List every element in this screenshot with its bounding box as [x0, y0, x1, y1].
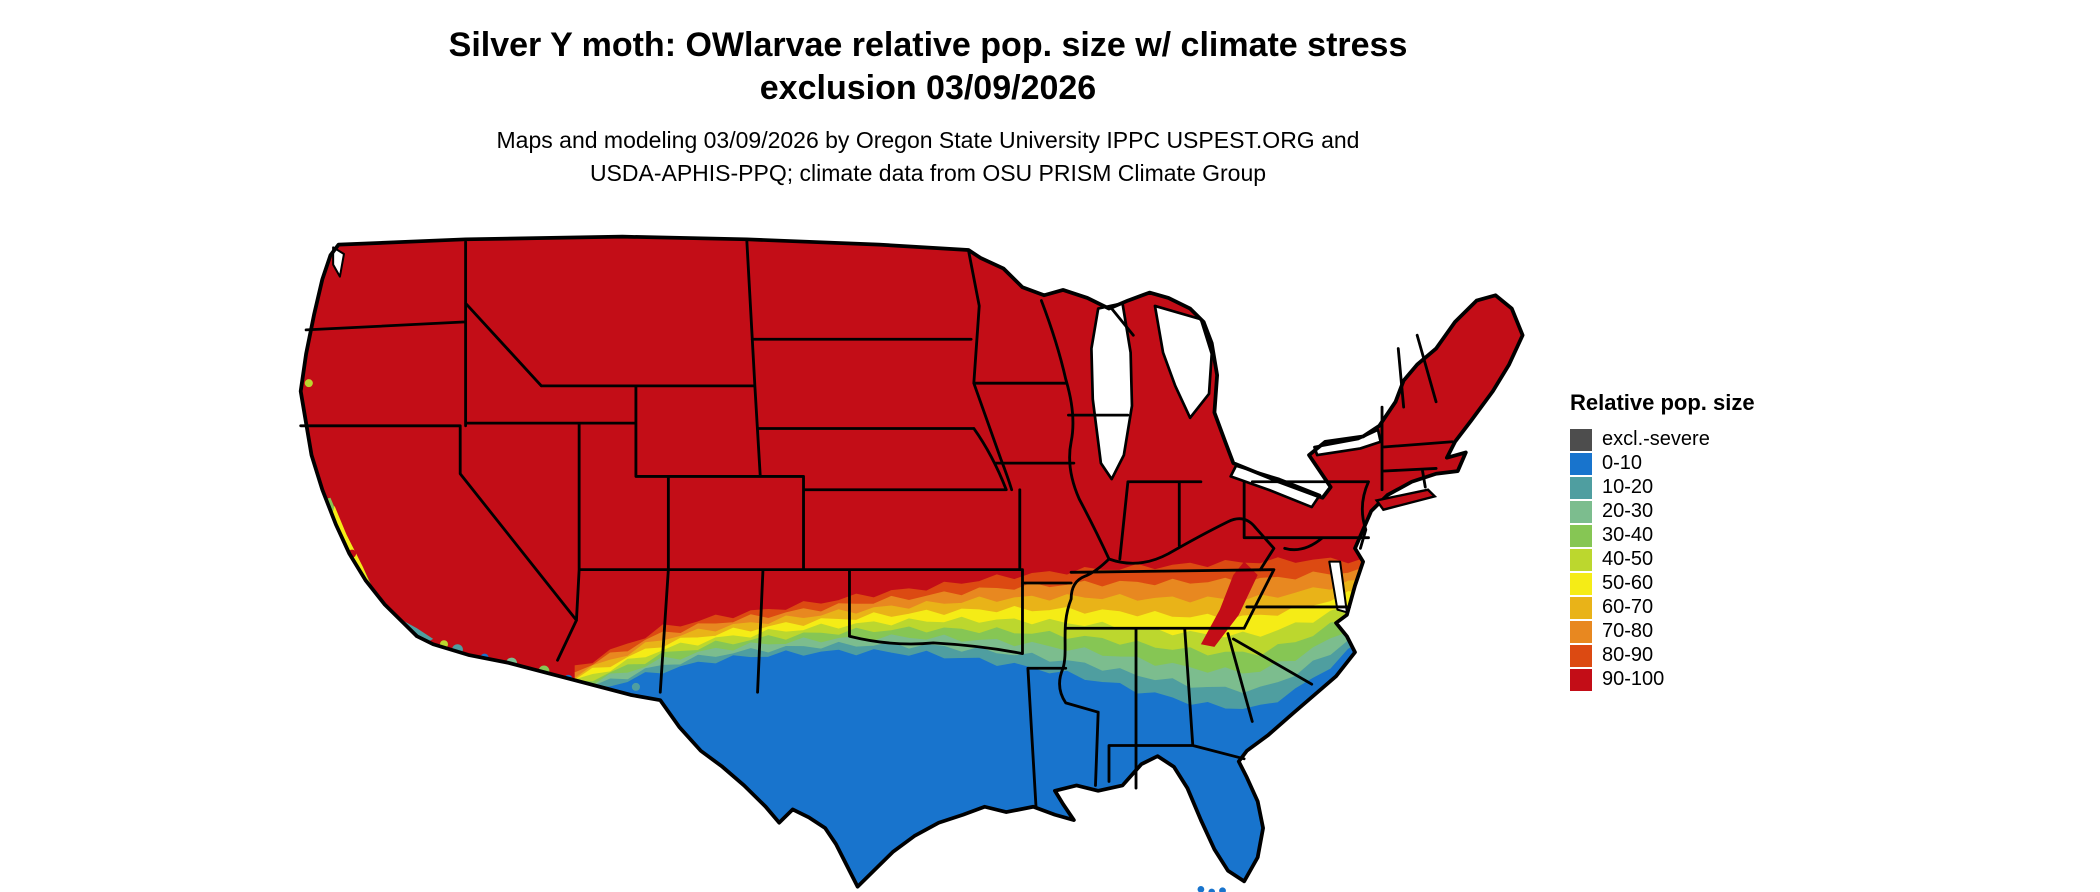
- legend-items: excl.-severe 0-10 10-20 20-30 30-40 40-50 50-6…: [1570, 429, 1755, 691]
- legend-color-swatch: [1570, 477, 1592, 499]
- legend-color-swatch: [1570, 549, 1592, 571]
- legend-item-10-20: 10-20: [1570, 477, 1755, 499]
- legend-item-label: 40-50: [1602, 548, 1654, 571]
- legend-item-label: 80-90: [1602, 644, 1654, 667]
- legend-color-swatch: [1570, 669, 1592, 691]
- florida-keys: [1197, 886, 1226, 892]
- legend-item-50-60: 50-60: [1570, 573, 1755, 595]
- great-lakes: [332, 246, 1383, 614]
- legend-color-swatch: [1570, 453, 1592, 475]
- page-title-line-2: exclusion 03/09/2026: [759, 69, 1097, 107]
- contiguous-us-map: [298, 226, 1528, 892]
- norcal-coast-speck: [304, 379, 313, 388]
- legend-item-20-30: 20-30: [1570, 501, 1755, 523]
- legend-item-label: 50-60: [1602, 572, 1654, 595]
- legend-title: Relative pop. size: [1570, 390, 1755, 415]
- legend-item-label: 70-80: [1602, 620, 1654, 643]
- key-speck: [1219, 887, 1226, 892]
- legend-color-swatch: [1570, 501, 1592, 523]
- legend-color-swatch: [1570, 573, 1592, 595]
- legend-item-excl.-severe: excl.-severe: [1570, 429, 1755, 451]
- legend-item-label: excl.-severe: [1602, 428, 1710, 451]
- legend-color-swatch: [1570, 621, 1592, 643]
- speck: [631, 682, 640, 691]
- legend-item-80-90: 80-90: [1570, 645, 1755, 667]
- legend-item-label: 30-40: [1602, 524, 1654, 547]
- legend-item-30-40: 30-40: [1570, 525, 1755, 547]
- legend-color-swatch: [1570, 645, 1592, 667]
- state-borders-midwest: [966, 248, 1257, 565]
- puget-sound: [332, 246, 345, 278]
- us-map-svg: [298, 234, 1525, 892]
- state-borders: [299, 237, 1454, 809]
- attribution-line-1: Maps and modeling 03/09/2026 by Oregon S…: [496, 127, 1360, 153]
- long-island: [1374, 488, 1438, 512]
- lake-huron: [1153, 304, 1214, 420]
- state-borders-south: [1021, 557, 1352, 809]
- legend-item-90-100: 90-100: [1570, 669, 1755, 691]
- state-borders-northeast: [1242, 333, 1454, 572]
- attribution: Maps and modeling 03/09/2026 by Oregon S…: [0, 124, 1856, 190]
- legend-item-label: 10-20: [1602, 476, 1654, 499]
- legend-item-label: 20-30: [1602, 500, 1654, 523]
- legend-color-swatch: [1570, 429, 1592, 451]
- legend-color-swatch: [1570, 525, 1592, 547]
- key-speck: [1197, 886, 1205, 892]
- legend-item-0-10: 0-10: [1570, 453, 1755, 475]
- key-speck: [1208, 888, 1216, 892]
- legend-item-70-80: 70-80: [1570, 621, 1755, 643]
- legend-item-label: 90-100: [1602, 668, 1665, 691]
- appalachian-red-tongue: [1200, 561, 1258, 647]
- legend-item-40-50: 40-50: [1570, 549, 1755, 571]
- header: Silver Y moth: OWlarvae relative pop. si…: [0, 24, 1856, 190]
- lake-erie: [1229, 464, 1322, 509]
- state-borders-west: [299, 237, 1024, 694]
- attribution-line-2: USDA-APHIS-PPQ; climate data from OSU PR…: [589, 160, 1267, 186]
- page-title-line-1: Silver Y moth: OWlarvae relative pop. si…: [448, 26, 1408, 64]
- map-legend: Relative pop. size excl.-severe 0-10 10-20…: [1570, 390, 1755, 693]
- legend-item-60-70: 60-70: [1570, 597, 1755, 619]
- legend-color-swatch: [1570, 597, 1592, 619]
- legend-item-label: 0-10: [1602, 452, 1643, 475]
- legend-item-label: 60-70: [1602, 596, 1654, 619]
